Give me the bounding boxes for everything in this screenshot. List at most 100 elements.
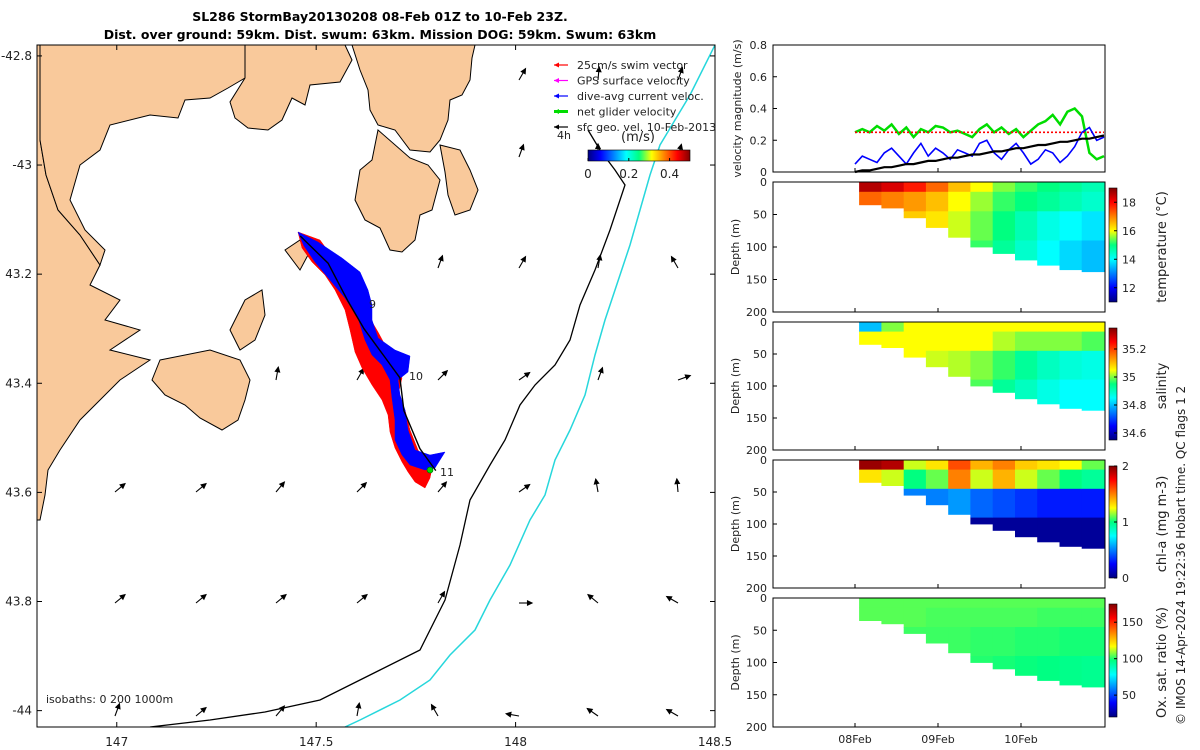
oxygen-colorbar-tick-label: 100: [1122, 653, 1143, 666]
map-colorbar-tick-label: 0: [584, 167, 592, 181]
salinity-cell: [1015, 322, 1038, 332]
salinity-cell: [1081, 350, 1105, 380]
salinity-cell: [948, 350, 972, 377]
day-label-9: 9: [369, 298, 376, 311]
oxygen-ytick-label: 200: [746, 721, 767, 734]
salinity-cell: [970, 379, 994, 387]
oxygen-cell: [1037, 627, 1061, 657]
velocity-ytick-label: 0.6: [750, 71, 768, 84]
salinity-ytick-label: 50: [753, 348, 767, 361]
temperature-cell: [903, 211, 927, 219]
oxygen-cell: [948, 598, 972, 609]
oxygen-ytick-label: 0: [760, 592, 767, 605]
legend-item: dive-avg current veloc.: [554, 90, 704, 103]
current-arrow: [665, 595, 679, 604]
oxygen-cell: [992, 598, 1016, 609]
map-ytick-label: -44: [12, 704, 32, 718]
current-arrow: [677, 374, 692, 381]
velocity-ytick-label: 0.2: [750, 134, 768, 147]
chl-a-cell: [859, 460, 882, 470]
velocity-ylabel: velocity magnitude (m/s): [731, 39, 744, 177]
temperature-cell: [881, 182, 905, 193]
map-ytick-label: -42.8: [1, 49, 32, 63]
oxygen-ylabel: Depth (m): [729, 634, 742, 690]
map-panel: 9 10 11 147 147.5 148 148.5 -42.8 -43 43.2 43.4…: [1, 44, 732, 749]
oxygen-panel: 0 50 100 150 200 Depth (m) 50 100 150 Ox. sat. ra…: [729, 592, 1170, 734]
current-arrow: [275, 593, 287, 604]
velocity-series-line: [854, 126, 1105, 166]
temperature-cell: [1037, 182, 1061, 193]
chl-a-cell: [992, 517, 1016, 531]
credit-text: © IMOS 14-Apr-2024 19:22:36 Hobart time.…: [1174, 386, 1188, 725]
temperature-cell: [948, 182, 972, 193]
salinity-cell: [1037, 322, 1061, 332]
legend-label: net glider velocity: [577, 106, 677, 119]
oxygen-cell: [1081, 627, 1105, 657]
oxygen-cell: [1015, 627, 1038, 657]
day-label-10: 10: [409, 370, 423, 383]
salinity-cell: [948, 331, 972, 352]
salinity-cell: [970, 322, 994, 332]
temperature-cell: [970, 182, 994, 193]
day-label-11: 11: [440, 466, 454, 479]
oxygen-cell: [970, 607, 994, 628]
oxygen-cell: [1037, 598, 1061, 609]
salinity-cell: [1015, 331, 1038, 352]
chl-a-ytick-label: 50: [753, 486, 767, 499]
oxygen-cell: [925, 598, 949, 609]
oxygen-ytick-label: 50: [753, 624, 767, 637]
temperature-ylabel: Depth (m): [729, 219, 742, 275]
temperature-cell: [1081, 211, 1105, 241]
salinity-colorbar-label: salinity: [1155, 362, 1170, 409]
velocity-panel: 0 0.2 0.4 0.6 0.8 velocity magnitude (m/s): [731, 39, 1106, 179]
salinity-panel: 0 50 100 150 200 Depth (m) 34.6 34.8 35 35.2 salin…: [729, 316, 1170, 457]
oxygen-cell: [1081, 656, 1105, 688]
temperature-cell: [1081, 182, 1105, 193]
map-axis-ticks: 147 147.5 148 148.5 -42.8 -43 43.2 43.4 43.6 43.8…: [1, 45, 732, 749]
glider-end-marker: [426, 466, 434, 474]
oxygen-colorbar: [1108, 603, 1118, 718]
current-arrow: [518, 67, 527, 81]
temperature-cell: [1081, 240, 1105, 273]
isobath-label: isobaths: 0 200 1000m: [46, 693, 173, 706]
temperature-cell: [1015, 191, 1038, 212]
isobath-1000m: [344, 45, 715, 727]
current-arrow: [355, 701, 362, 717]
temperature-cell: [925, 182, 949, 193]
chl-a-cell: [903, 469, 927, 490]
chl-a-ytick-label: 0: [760, 454, 767, 467]
temperature-ytick-label: 50: [753, 209, 767, 222]
oxygen-cell: [859, 598, 882, 609]
chl-a-cell: [1015, 488, 1038, 518]
oxygen-cell: [970, 627, 994, 657]
chl-a-cell: [903, 460, 927, 470]
temperature-ytick-label: 100: [746, 241, 767, 254]
current-arrow: [518, 255, 527, 269]
temperature-cell: [925, 191, 949, 212]
salinity-cell: [1059, 322, 1083, 332]
oxygen-colorbar-tick-label: 50: [1122, 689, 1136, 702]
salinity-ylabel: Depth (m): [729, 358, 742, 414]
temperature-cell: [1059, 211, 1083, 241]
chl-a-cell: [970, 517, 994, 525]
current-arrow: [597, 366, 604, 381]
temperature-cell: [1037, 211, 1061, 241]
chl-a-cell: [1015, 469, 1038, 490]
salinity-cell: [1037, 379, 1061, 405]
current-arrow: [114, 702, 121, 717]
salinity-cell: [1081, 331, 1105, 352]
salinity-cell: [992, 350, 1016, 380]
temperature-cell: [903, 191, 927, 212]
chl-a-ytick-label: 100: [746, 518, 767, 531]
temperature-cell: [992, 191, 1016, 212]
current-arrow: [504, 711, 520, 718]
temperature-cell: [1059, 240, 1083, 271]
chl-a-cell: [992, 488, 1016, 518]
temperature-cell: [1015, 211, 1038, 241]
chl-a-cell: [948, 488, 972, 515]
glider-track-line: [299, 235, 437, 472]
oxygen-cell: [992, 607, 1016, 628]
current-arrow: [677, 66, 684, 81]
map-colorbar-units: (m/s): [621, 130, 655, 145]
salinity-cell: [881, 322, 905, 332]
